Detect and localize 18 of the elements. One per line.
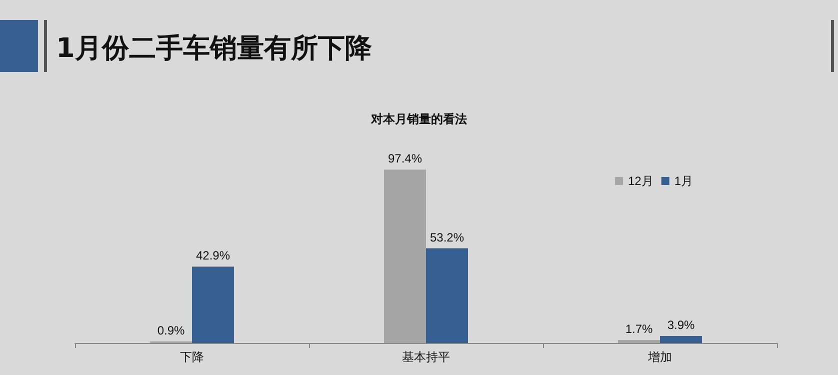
x-tick-label: 下降 <box>180 350 204 364</box>
data-label: 53.2% <box>430 230 464 244</box>
legend-label: 1月 <box>674 174 694 188</box>
bar <box>618 340 660 343</box>
data-label: 97.4% <box>388 152 422 166</box>
chart-title: 1月份二手车销量有所下降 <box>56 32 372 66</box>
data-label: 1.7% <box>625 322 653 336</box>
chart-subtitle: 对本月销量的看法 <box>370 112 467 126</box>
x-tick-label: 增加 <box>647 350 672 364</box>
bar <box>426 248 468 343</box>
x-tick-label: 基本持平 <box>402 350 450 364</box>
bar <box>384 170 426 343</box>
data-label: 0.9% <box>157 323 185 338</box>
data-label: 42.9% <box>196 248 230 263</box>
legend-label: 12月 <box>628 174 654 188</box>
bar <box>660 336 702 343</box>
data-label: 3.9% <box>667 318 695 332</box>
bar <box>192 266 234 343</box>
